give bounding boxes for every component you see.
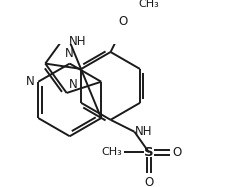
- Text: O: O: [144, 176, 154, 187]
- Text: O: O: [119, 15, 128, 27]
- Text: NH: NH: [69, 35, 87, 48]
- Text: N: N: [26, 75, 35, 88]
- Text: S: S: [144, 146, 154, 159]
- Text: O: O: [173, 146, 182, 159]
- Text: N: N: [69, 78, 78, 91]
- Text: CH₃: CH₃: [101, 147, 122, 157]
- Text: NH: NH: [135, 125, 153, 138]
- Text: CH₃: CH₃: [139, 0, 160, 9]
- Text: N: N: [65, 47, 74, 60]
